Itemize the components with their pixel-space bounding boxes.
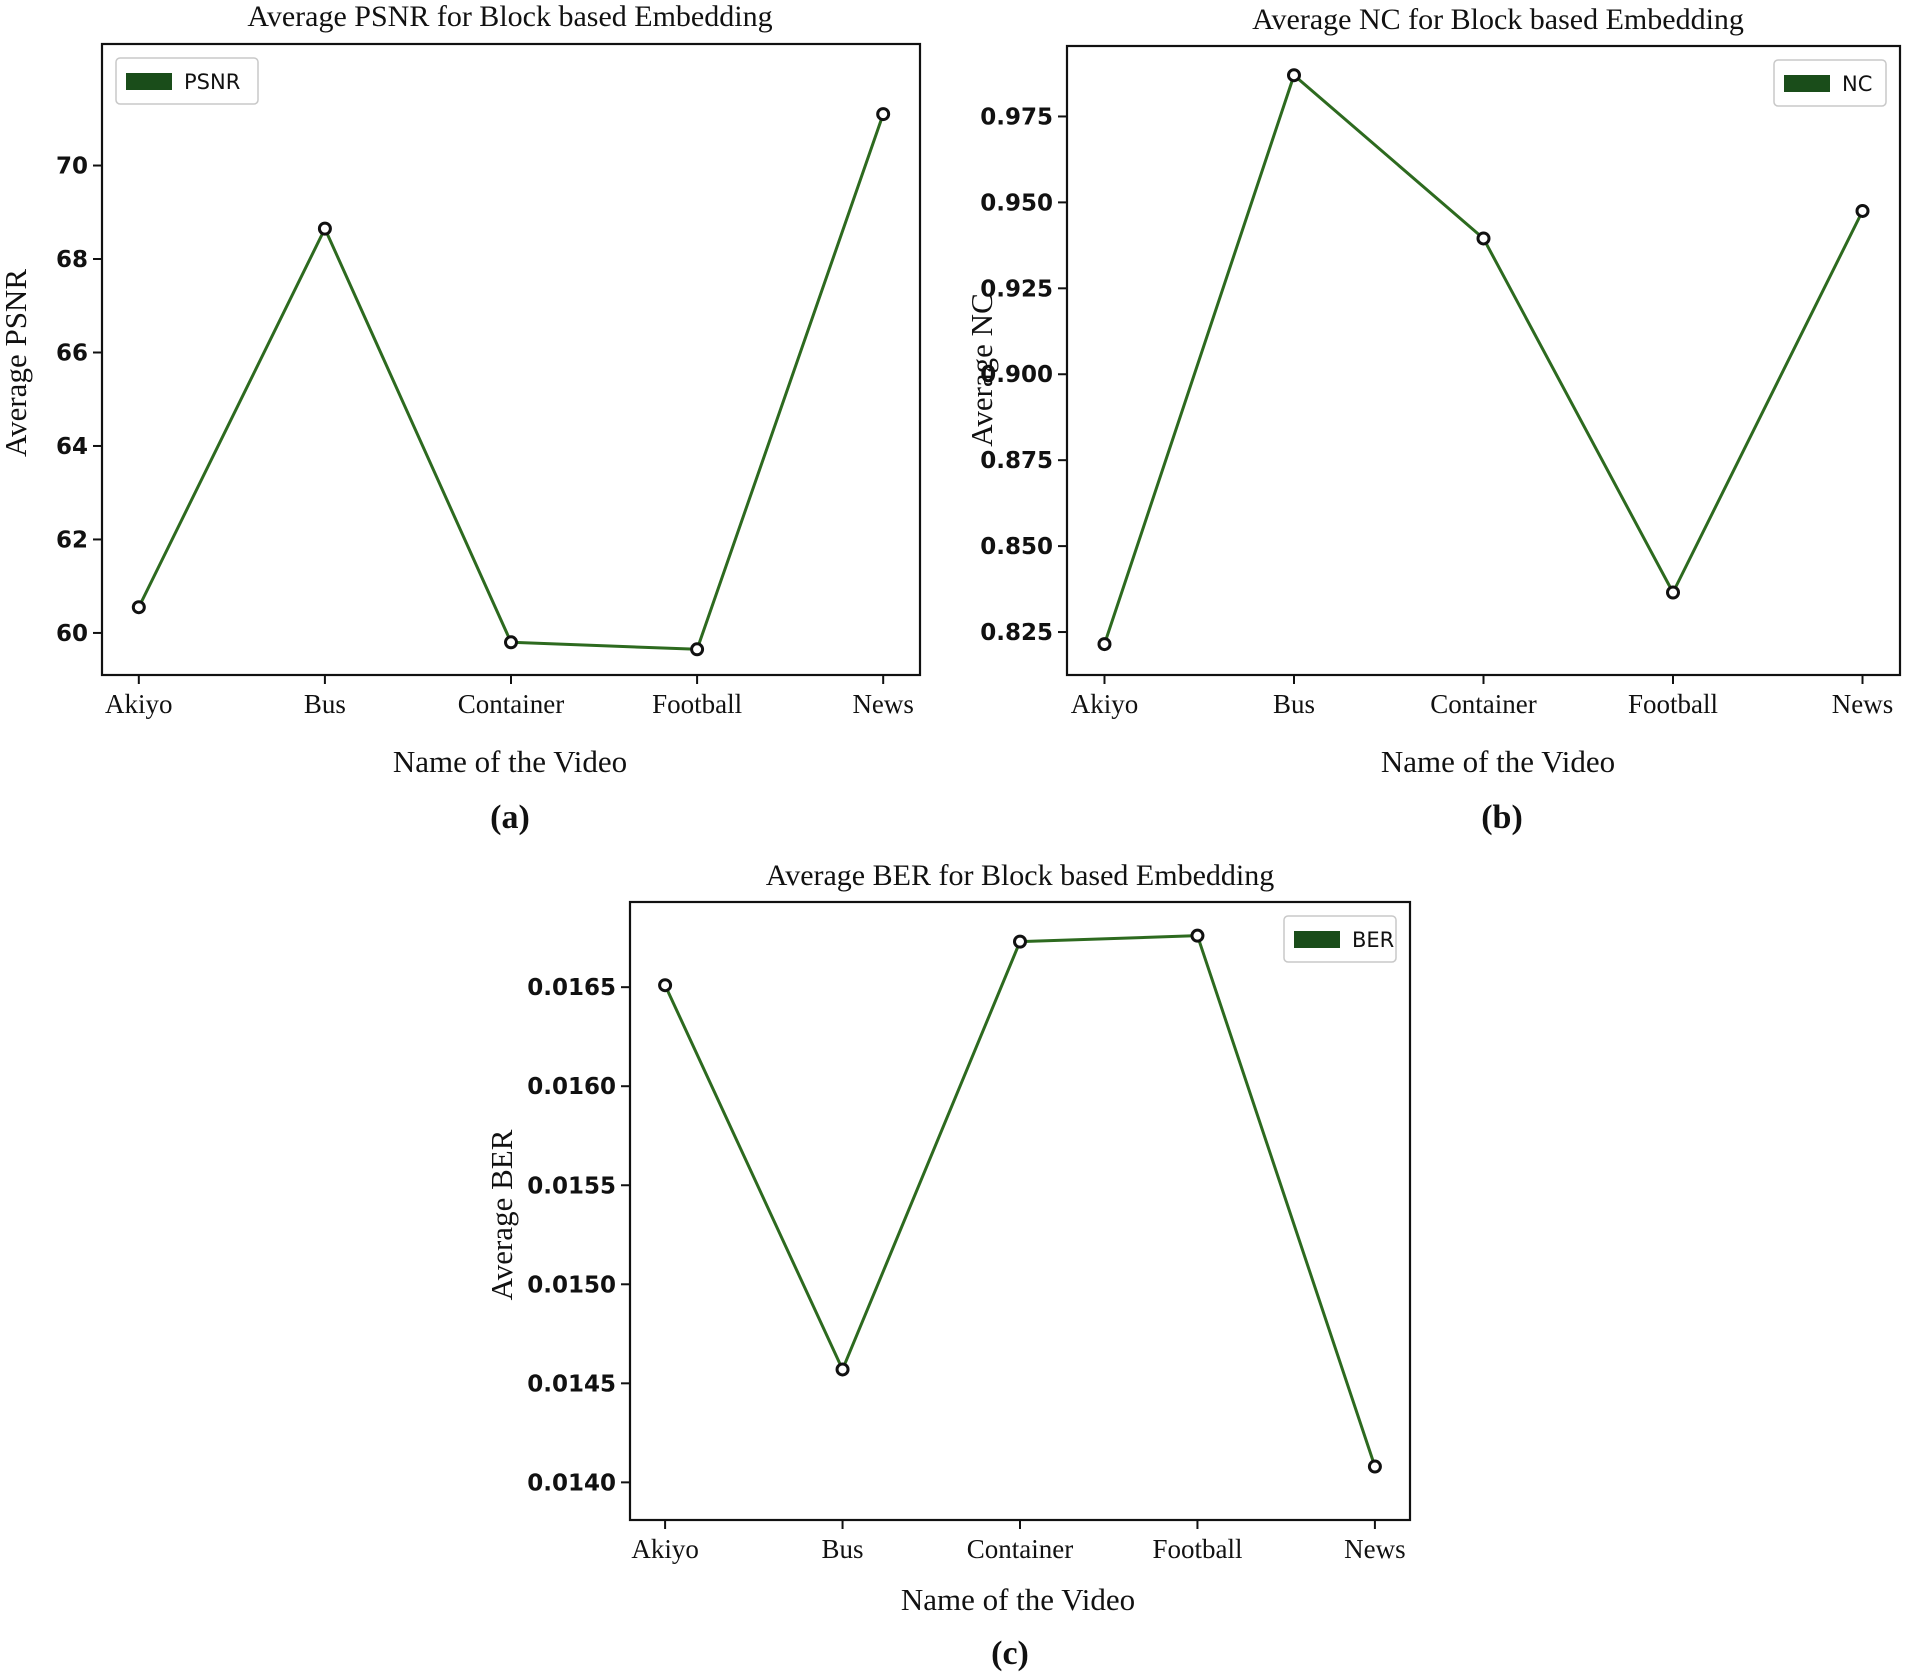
panel-a-xtick-label: Bus bbox=[304, 689, 346, 719]
panel-c-xtick-label: Football bbox=[1152, 1534, 1242, 1564]
panel-a-caption: (a) bbox=[490, 799, 530, 836]
panel-a-data-point bbox=[317, 221, 332, 236]
panel-a-legend-label: PSNR bbox=[184, 70, 240, 94]
panel-a-xlabel: Name of the Video bbox=[393, 744, 627, 779]
panel-c-xtick-label: News bbox=[1344, 1534, 1406, 1564]
panel-b-ylabel: Average NC bbox=[964, 293, 999, 447]
panel-c-ylabel: Average BER bbox=[484, 1129, 519, 1300]
panel-b-ytick-label: 0.850 bbox=[980, 534, 1053, 560]
panel-b-xtick-label: Container bbox=[1430, 689, 1536, 719]
panel-b-ytick-label: 0.975 bbox=[980, 104, 1053, 130]
panel-a-ytick-label: 70 bbox=[56, 154, 88, 180]
panel-c-legend-label: BER bbox=[1352, 928, 1394, 952]
panel-b-xtick-label: Akiyo bbox=[1071, 689, 1139, 719]
panel-a-data-point bbox=[504, 635, 518, 650]
panel-a-ytick-label: 66 bbox=[56, 340, 88, 366]
panel-c-xlabel: Name of the Video bbox=[901, 1582, 1135, 1617]
panel-c: Average BER for Block based Embedding Na… bbox=[484, 859, 1412, 1672]
panel-b-caption: (b) bbox=[1481, 799, 1523, 836]
panel-c-xtick-label: Akiyo bbox=[631, 1534, 699, 1564]
panel-c-data-point bbox=[658, 978, 673, 993]
panel-c-ytick-label: 0.0140 bbox=[527, 1470, 616, 1496]
panel-c-ytick-label: 0.0165 bbox=[527, 975, 616, 1001]
panel-b-xtick-label: News bbox=[1832, 689, 1894, 719]
panel-b-data-point bbox=[1855, 203, 1870, 218]
panel-a-data-point bbox=[690, 642, 705, 657]
panel-b-legend-label: NC bbox=[1842, 72, 1872, 96]
panel-b: Average NC for Block based Embedding Nam… bbox=[964, 3, 1902, 836]
panel-b-ytick-label: 0.925 bbox=[980, 276, 1053, 302]
panel-a-xtick-label: Container bbox=[458, 689, 564, 719]
panel-a-ytick-label: 62 bbox=[56, 527, 88, 553]
panel-a-ytick-label: 60 bbox=[56, 621, 88, 647]
panel-c-data-point bbox=[1190, 928, 1205, 943]
panel-b-legend-swatch bbox=[1784, 75, 1830, 92]
panel-a-ytick-label: 64 bbox=[56, 434, 88, 460]
panel-b-ytick-label: 0.875 bbox=[980, 448, 1053, 474]
panel-c-data-point bbox=[1367, 1459, 1382, 1474]
panel-a-ylabel: Average PSNR bbox=[0, 269, 33, 457]
panel-b-data-point bbox=[1097, 637, 1112, 652]
panel-a-xtick-label: Football bbox=[652, 689, 742, 719]
panel-c-ytick-label: 0.0150 bbox=[527, 1272, 616, 1298]
panel-b-data-point bbox=[1286, 68, 1301, 83]
panel-a-title: Average PSNR for Block based Embedding bbox=[247, 0, 772, 33]
panel-b-ytick-label: 0.900 bbox=[980, 362, 1053, 388]
panel-b-ytick-label: 0.950 bbox=[980, 190, 1053, 216]
panel-a-data-point bbox=[131, 600, 146, 615]
panel-b-xlabel: Name of the Video bbox=[1381, 744, 1615, 779]
panel-b-ytick-label: 0.825 bbox=[980, 620, 1053, 646]
panel-a-data-point bbox=[876, 107, 891, 122]
panel-c-caption: (c) bbox=[991, 1635, 1029, 1672]
panel-b-data-point bbox=[1666, 585, 1681, 600]
panel-a-ytick-label: 68 bbox=[56, 247, 88, 273]
panel-b-xtick-label: Football bbox=[1628, 689, 1718, 719]
panel-a: Average PSNR for Block based Embedding N… bbox=[0, 0, 922, 836]
panel-c-xtick-label: Bus bbox=[822, 1534, 864, 1564]
panel-a-xtick-label: News bbox=[852, 689, 914, 719]
panel-a-xtick-label: Akiyo bbox=[105, 689, 173, 719]
panel-c-legend-swatch bbox=[1294, 931, 1340, 948]
panel-a-legend bbox=[115, 57, 259, 105]
panel-c-title: Average BER for Block based Embedding bbox=[766, 859, 1274, 892]
panel-c-ytick-label: 0.0155 bbox=[527, 1173, 616, 1199]
panel-c-data-point bbox=[835, 1362, 850, 1377]
panel-b-data-point bbox=[1476, 231, 1491, 246]
panel-c-ytick-label: 0.0160 bbox=[527, 1074, 616, 1100]
panel-b-title: Average NC for Block based Embedding bbox=[1252, 3, 1744, 36]
panel-c-xtick-label: Container bbox=[967, 1534, 1073, 1564]
panel-c-data-point bbox=[1013, 934, 1027, 949]
panel-b-xtick-label: Bus bbox=[1273, 689, 1315, 719]
panel-c-ytick-label: 0.0145 bbox=[527, 1371, 616, 1397]
panel-a-legend-swatch bbox=[126, 73, 172, 90]
